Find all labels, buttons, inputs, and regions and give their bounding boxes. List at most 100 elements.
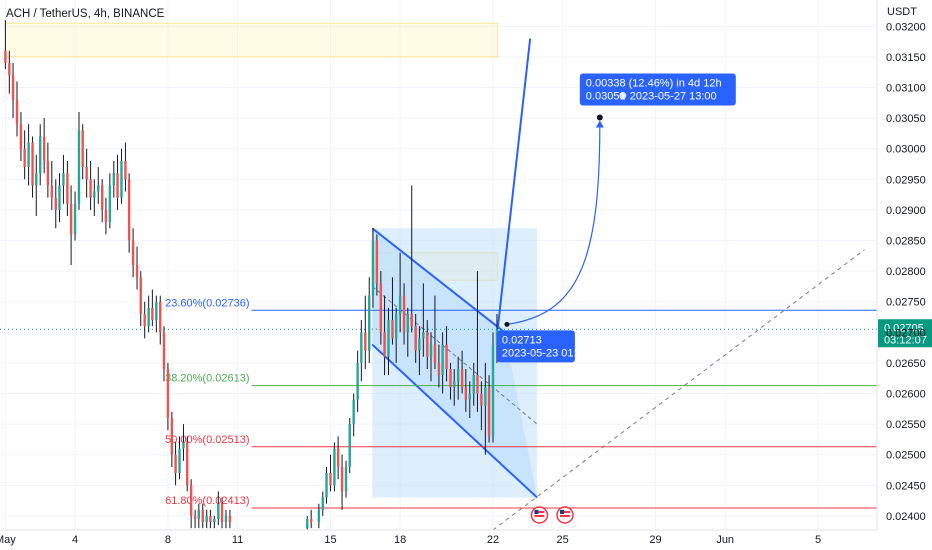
- candle-down: [464, 369, 468, 412]
- y-tick-label: 0.02550: [886, 419, 926, 431]
- candle-down: [220, 497, 224, 529]
- candle-body: [193, 515, 197, 519]
- candle-body: [426, 332, 429, 357]
- candle-body: [336, 448, 340, 467]
- candle-body: [213, 518, 216, 523]
- candles: [4, 20, 499, 530]
- candle-body: [414, 326, 417, 351]
- candle-body: [356, 362, 359, 400]
- candle-down: [159, 295, 162, 345]
- candle-up: [213, 515, 216, 529]
- dashed-trendline: [492, 249, 865, 531]
- candle-body: [81, 130, 84, 168]
- candle-up: [344, 460, 348, 498]
- candle-body: [371, 240, 375, 296]
- candle-body: [449, 369, 452, 388]
- candle-down: [437, 344, 441, 388]
- flag-stripe: [559, 511, 570, 513]
- candle-body: [224, 515, 228, 523]
- countdown-timer: 03:12:07: [884, 334, 927, 346]
- candle-down: [480, 381, 483, 431]
- trendline-layer: [0, 38, 877, 531]
- candle-body: [50, 185, 54, 198]
- channel-upper-line: [371, 227, 506, 334]
- candle-body: [487, 387, 491, 437]
- start-point: [504, 321, 510, 327]
- candle-body: [159, 301, 162, 333]
- candle-body: [31, 142, 34, 186]
- candle-body: [484, 387, 487, 406]
- candle-body: [182, 442, 185, 449]
- candle-down: [23, 130, 26, 180]
- candle-down: [383, 295, 386, 376]
- candle-up: [73, 191, 77, 241]
- candle-up: [155, 295, 158, 333]
- candle-body: [39, 136, 42, 174]
- candle-body: [453, 381, 456, 388]
- candle-down: [329, 454, 332, 492]
- candle-up: [398, 252, 402, 333]
- candle-body: [69, 203, 73, 235]
- candle-body: [166, 369, 170, 419]
- candle-up: [77, 111, 81, 210]
- candle-up: [352, 393, 355, 437]
- y-tick-label: 0.02400: [886, 511, 926, 523]
- candle-body: [456, 369, 460, 382]
- candle-up: [406, 307, 409, 357]
- fib-level-label: 61.80%(0.02413): [165, 495, 249, 507]
- x-tick-label: 29: [649, 534, 661, 546]
- marker-price: 0.02713: [502, 334, 542, 346]
- candle-body: [124, 160, 127, 180]
- candle-body: [23, 148, 26, 168]
- price-tag-box: [878, 319, 932, 348]
- candle-down: [139, 271, 142, 327]
- candle-body: [352, 399, 355, 425]
- candle-body: [468, 393, 471, 400]
- y-tick-label: 0.02450: [886, 480, 926, 492]
- candle-body: [228, 515, 232, 523]
- candle-body: [410, 313, 413, 327]
- candle-down: [54, 179, 57, 229]
- candle-body: [42, 136, 46, 161]
- candle-down: [104, 197, 108, 235]
- candle-down: [46, 142, 50, 198]
- candle-body: [85, 167, 88, 180]
- candle-body: [476, 375, 479, 394]
- candle-body: [73, 203, 77, 235]
- candle-body: [391, 320, 394, 339]
- fib-level-label: 23.60%(0.02736): [165, 297, 249, 309]
- candle-body: [135, 265, 139, 278]
- y-tick-label: 0.02700: [886, 327, 926, 339]
- candle-down: [85, 148, 88, 198]
- candle-body: [131, 240, 135, 265]
- flag-stripe: [534, 511, 545, 513]
- candle-body: [406, 313, 409, 333]
- candle-body: [383, 332, 386, 357]
- candle-body: [441, 344, 444, 376]
- fib-level-label: 50.00%(0.02513): [165, 434, 249, 446]
- candle-down: [166, 362, 170, 431]
- us-event-icon: [556, 506, 574, 524]
- candle-body: [189, 485, 193, 516]
- candle-body: [35, 173, 38, 186]
- candle-up: [197, 503, 201, 529]
- y-tick-label: 0.03150: [886, 52, 926, 64]
- x-tick-label: 25: [557, 534, 569, 546]
- candle-up: [387, 307, 390, 376]
- candle-body: [375, 240, 379, 284]
- candle-body: [174, 454, 177, 474]
- y-tick-label: 0.03100: [886, 83, 926, 95]
- x-tick-label: Jun: [716, 534, 734, 546]
- candle-body: [15, 99, 19, 125]
- candle-down: [151, 289, 154, 327]
- candle-down: [189, 479, 193, 529]
- candle-down: [19, 111, 23, 161]
- candle-body: [321, 497, 324, 510]
- candle-body: [464, 387, 468, 400]
- candle-body: [333, 448, 336, 486]
- candle-body: [422, 332, 425, 339]
- candle-up: [93, 179, 96, 217]
- candle-up: [325, 466, 328, 504]
